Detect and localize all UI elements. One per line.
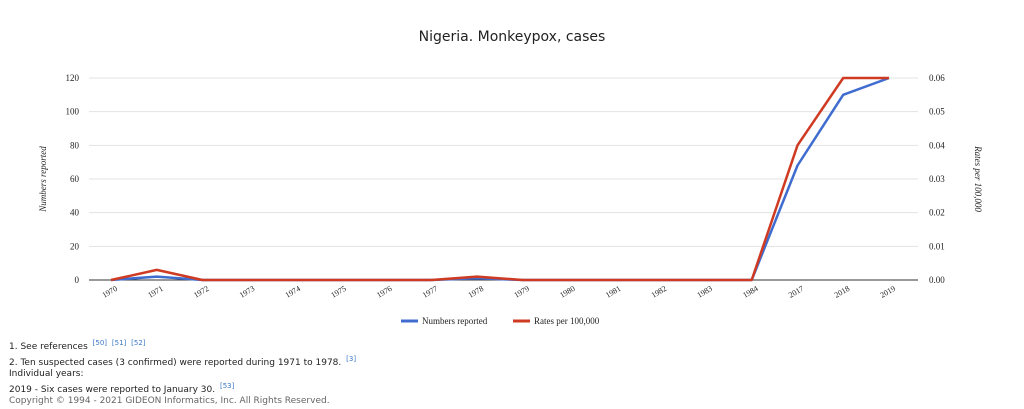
note-2019-text: 2019 - Six cases were reported to Januar… bbox=[9, 384, 216, 395]
legend-label-numbers[interactable]: Numbers reported bbox=[422, 316, 488, 326]
ref-link-3[interactable]: [3] bbox=[346, 354, 357, 363]
x-tick-label: 1971 bbox=[146, 284, 164, 300]
series-line-rates[interactable] bbox=[110, 76, 889, 282]
right-tick-label: 0.01 bbox=[929, 241, 945, 251]
series-lines bbox=[110, 76, 890, 282]
footnotes: 1. See references [50] [51] [52] 2. Ten … bbox=[9, 338, 1009, 408]
x-tick-label: 1980 bbox=[558, 284, 576, 300]
right-tick-label: 0.00 bbox=[929, 275, 945, 285]
x-tick-label: 2018 bbox=[833, 284, 851, 300]
left-tick-label: 80 bbox=[70, 140, 80, 150]
left-tick-label: 100 bbox=[66, 107, 80, 117]
right-axis-ticks: 0.00 0.01 0.02 0.03 0.04 0.05 0.06 bbox=[929, 73, 945, 285]
left-axis-ticks: 0 20 40 60 80 100 120 bbox=[66, 73, 80, 285]
x-tick-label: 1984 bbox=[741, 284, 759, 300]
right-tick-label: 0.06 bbox=[929, 73, 945, 83]
left-tick-label: 0 bbox=[75, 275, 80, 285]
left-tick-label: 20 bbox=[70, 241, 80, 251]
x-tick-label: 2017 bbox=[787, 284, 805, 300]
right-tick-label: 0.02 bbox=[929, 208, 945, 218]
ref-link-50[interactable]: [50] bbox=[92, 339, 108, 347]
gridlines bbox=[89, 77, 918, 281]
x-tick-label: 1977 bbox=[421, 284, 439, 300]
ref-link-51[interactable]: [51] bbox=[111, 339, 127, 347]
x-tick-label: 1979 bbox=[512, 284, 530, 300]
left-tick-label: 60 bbox=[70, 174, 80, 184]
x-tick-label: 2019 bbox=[879, 284, 897, 300]
chart: Nigeria. Monkeypox, cases 0 20 40 60 80 100 12… bbox=[38, 29, 983, 326]
note-suspected-cases: 2. Ten suspected cases (3 confirmed) wer… bbox=[9, 354, 1009, 370]
chart-title: Nigeria. Monkeypox, cases bbox=[419, 29, 606, 45]
ref-link-53[interactable]: [53] bbox=[219, 381, 235, 390]
note-suspected-cases-text: 2. Ten suspected cases (3 confirmed) wer… bbox=[9, 357, 342, 368]
x-tick-label: 1973 bbox=[238, 284, 256, 300]
x-tick-label: 1983 bbox=[696, 284, 714, 300]
copyright: Copyright © 1994 - 2021 GIDEON Informati… bbox=[9, 396, 330, 406]
right-tick-label: 0.03 bbox=[929, 174, 945, 184]
x-tick-label: 1975 bbox=[329, 284, 347, 300]
x-tick-label: 1981 bbox=[604, 284, 622, 300]
x-tick-label: 1982 bbox=[650, 284, 668, 300]
x-tick-label: 1976 bbox=[375, 284, 393, 300]
right-tick-label: 0.05 bbox=[929, 107, 945, 117]
note-references: 1. See references [50] [51] [52] bbox=[9, 338, 1009, 354]
ref-link-52[interactable]: [52] bbox=[131, 339, 146, 347]
legend: Numbers reported Rates per 100,000 bbox=[401, 316, 600, 326]
note-2019: 2019 - Six cases were reported to Januar… bbox=[9, 381, 1009, 397]
legend-label-rates[interactable]: Rates per 100,000 bbox=[534, 316, 600, 326]
x-tick-label: 1970 bbox=[101, 284, 119, 300]
x-axis-ticks: 1970 1971 1972 1973 1974 1975 1976 1977 1978 1979… bbox=[101, 284, 897, 300]
left-axis-label: Numbers reported bbox=[38, 146, 48, 213]
x-tick-label: 1974 bbox=[284, 284, 302, 300]
note-references-text: 1. See references bbox=[9, 342, 88, 352]
x-tick-label: 1972 bbox=[192, 284, 210, 300]
right-axis-label: Rates per 100,000 bbox=[973, 145, 983, 212]
left-tick-label: 120 bbox=[66, 73, 80, 83]
left-tick-label: 40 bbox=[70, 208, 80, 218]
x-tick-label: 1978 bbox=[467, 284, 485, 300]
note-individual-years: Individual years: bbox=[9, 369, 84, 379]
right-tick-label: 0.04 bbox=[929, 140, 945, 150]
